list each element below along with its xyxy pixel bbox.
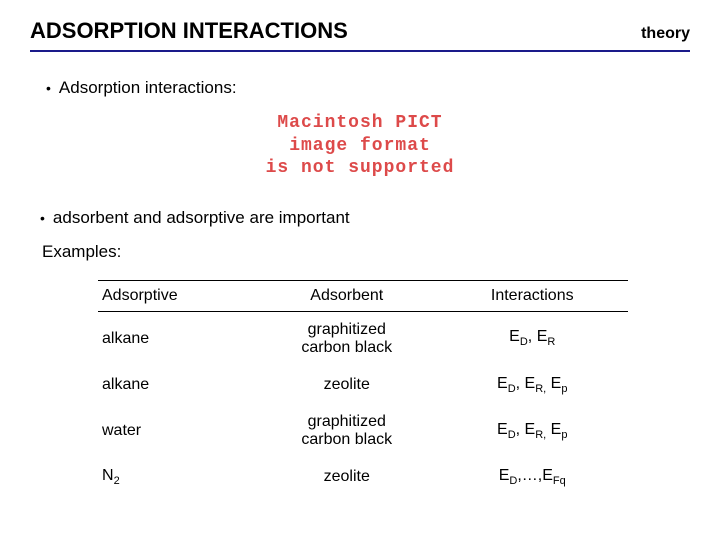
- cell-adsorbent: graphitizedcarbon black: [257, 404, 443, 458]
- table-row: alkanezeoliteED, ER, Ep: [98, 366, 628, 404]
- table-row: N2zeoliteED,…,EFq: [98, 458, 628, 496]
- pict-line: is not supported: [190, 157, 530, 180]
- table-header-row: Adsorptive Adsorbent Interactions: [98, 280, 628, 311]
- bullet-item: • Adsorption interactions:: [46, 78, 690, 98]
- cell-interactions: ED,…,EFq: [443, 458, 629, 496]
- slide-title: ADSORPTION INTERACTIONS: [30, 18, 348, 44]
- table-row: alkanegraphitizedcarbon blackED, ER: [98, 311, 628, 366]
- slide-header: ADSORPTION INTERACTIONS theory: [30, 18, 690, 52]
- bullet-dot-icon: •: [46, 80, 51, 96]
- pict-placeholder: Macintosh PICT image format is not suppo…: [190, 112, 530, 180]
- cell-adsorptive: alkane: [98, 311, 257, 366]
- col-adsorbent: Adsorbent: [257, 280, 443, 311]
- cell-adsorptive: N2: [98, 458, 257, 496]
- pict-line: image format: [190, 135, 530, 158]
- table-row: watergraphitizedcarbon blackED, ER, Ep: [98, 404, 628, 458]
- cell-adsorbent: zeolite: [257, 366, 443, 404]
- col-adsorptive: Adsorptive: [98, 280, 257, 311]
- cell-adsorbent: zeolite: [257, 458, 443, 496]
- slide-tag: theory: [641, 25, 690, 43]
- bullet-text: adsorbent and adsorptive are important: [53, 208, 350, 228]
- table-body: alkanegraphitizedcarbon blackED, ERalkan…: [98, 311, 628, 496]
- bullet-text: Adsorption interactions:: [59, 78, 237, 98]
- cell-interactions: ED, ER: [443, 311, 629, 366]
- bullet-item: • adsorbent and adsorptive are important: [40, 208, 690, 228]
- examples-table: Adsorptive Adsorbent Interactions alkane…: [98, 280, 628, 496]
- examples-label: Examples:: [42, 242, 690, 262]
- bullet-dot-icon: •: [40, 210, 45, 226]
- col-interactions: Interactions: [443, 280, 629, 311]
- cell-interactions: ED, ER, Ep: [443, 366, 629, 404]
- examples-table-wrap: Adsorptive Adsorbent Interactions alkane…: [98, 280, 628, 496]
- cell-adsorptive: water: [98, 404, 257, 458]
- pict-line: Macintosh PICT: [190, 112, 530, 135]
- cell-adsorptive: alkane: [98, 366, 257, 404]
- cell-interactions: ED, ER, Ep: [443, 404, 629, 458]
- cell-adsorbent: graphitizedcarbon black: [257, 311, 443, 366]
